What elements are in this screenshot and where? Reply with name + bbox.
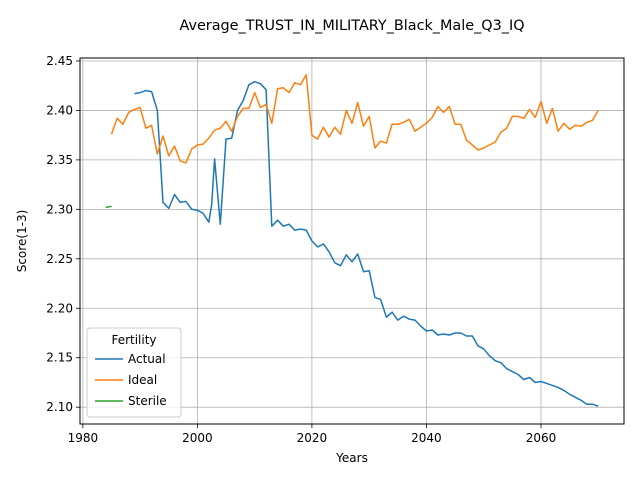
y-tick-label: 2.45	[46, 54, 73, 68]
legend-box	[86, 327, 182, 418]
legend-label-actual: Actual	[128, 352, 166, 366]
y-tick-label: 2.10	[46, 400, 73, 414]
series-line-actual	[134, 80, 599, 407]
y-tick-label: 2.40	[46, 103, 73, 117]
y-tick-label: 2.20	[46, 301, 73, 315]
y-axis-label: Score(1-3)	[15, 210, 29, 273]
x-tick-label: 2060	[526, 431, 557, 445]
x-tick-label: 2000	[182, 431, 213, 445]
legend: Fertility Actual Ideal Sterile	[86, 327, 182, 418]
plot-frame	[79, 57, 625, 425]
x-axis-label: Years	[335, 451, 368, 465]
y-axis-ticks: 2.10 2.15 2.20 2.25 2.30 2.35 2.40 2.45	[46, 54, 80, 414]
y-tick-label: 2.30	[46, 202, 73, 216]
legend-label-sterile: Sterile	[128, 394, 167, 408]
x-tick-label: 2020	[297, 431, 328, 445]
series-line-ideal	[110, 74, 599, 164]
y-tick-label: 2.25	[46, 252, 73, 266]
x-axis-ticks: 1980 2000 2020 2040 2060	[68, 424, 557, 445]
legend-title: Fertility	[111, 333, 156, 347]
x-tick-label: 2040	[411, 431, 442, 445]
series-line-sterile	[105, 205, 112, 209]
x-tick-label: 1980	[68, 431, 99, 445]
chart-title: Average_TRUST_IN_MILITARY_Black_Male_Q3_…	[179, 18, 524, 34]
series-layer	[105, 74, 599, 407]
y-tick-label: 2.35	[46, 153, 73, 167]
y-tick-label: 2.15	[46, 351, 73, 365]
legend-label-ideal: Ideal	[128, 373, 157, 387]
